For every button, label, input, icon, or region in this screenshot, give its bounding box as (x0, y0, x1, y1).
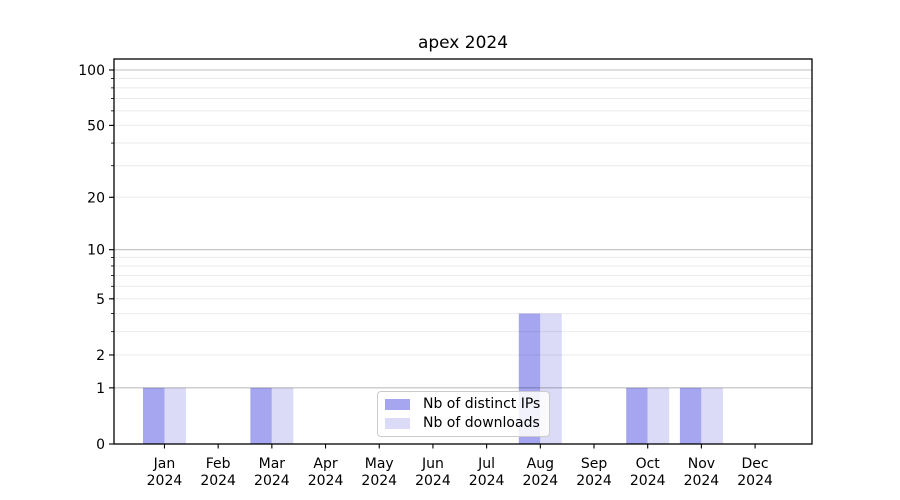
y-tick-label: 10 (87, 243, 105, 259)
x-tick-label-year: 2024 (200, 473, 236, 489)
x-tick-label-month: Jan (153, 456, 176, 472)
y-tick-label: 20 (87, 190, 105, 206)
y-tick-label: 50 (87, 118, 105, 134)
legend-swatch-distinct-ips (385, 399, 410, 410)
x-tick-label-year: 2024 (684, 473, 720, 489)
bar-distinct-ips-nov (679, 387, 702, 444)
x-tick-label-month: Jun (421, 456, 444, 472)
x-tick-label-year: 2024 (737, 473, 773, 489)
bar-downloads-jan (164, 387, 186, 444)
bar-distinct-ips-jan (142, 387, 165, 444)
x-tick-label-year: 2024 (308, 473, 344, 489)
x-tick-label-year: 2024 (361, 473, 397, 489)
legend-item-distinct-ips: Nb of distinct IPs (385, 396, 540, 413)
chart-title: apex 2024 (417, 33, 509, 53)
plot-border (113, 58, 813, 445)
bar-distinct-ips-oct (626, 387, 648, 444)
x-tick-label-month: May (365, 456, 394, 472)
x-tick-label-year: 2024 (147, 473, 183, 489)
x-tick-label-month: Jul (477, 456, 495, 472)
bar-distinct-ips-mar (250, 387, 272, 444)
x-tick-label-year: 2024 (522, 473, 558, 489)
x-tick-label-year: 2024 (576, 473, 612, 489)
x-tick-label-month: Aug (527, 456, 554, 472)
x-tick-label-month: Apr (313, 456, 337, 472)
x-tick-label-year: 2024 (630, 473, 666, 489)
bar-downloads-mar (271, 387, 294, 444)
legend-label-downloads: Nb of downloads (423, 415, 540, 431)
y-tick-label: 2 (96, 348, 105, 364)
x-tick-label-month: Mar (259, 456, 286, 472)
bar-downloads-nov (701, 387, 723, 444)
legend-label-distinct-ips: Nb of distinct IPs (423, 396, 541, 412)
y-tick-label: 5 (96, 292, 105, 308)
y-tick-label: 0 (96, 437, 105, 453)
bar-downloads-oct (647, 387, 670, 444)
legend: Nb of distinct IPs Nb of downloads (377, 391, 551, 437)
x-tick-label-month: Feb (206, 456, 231, 472)
x-tick-label-year: 2024 (415, 473, 451, 489)
legend-item-downloads: Nb of downloads (385, 415, 540, 432)
y-tick-label: 100 (78, 63, 105, 79)
x-tick-label-year: 2024 (254, 473, 290, 489)
y-tick-label: 1 (96, 381, 105, 397)
x-tick-label-month: Sep (581, 456, 608, 472)
x-tick-label-month: Oct (636, 456, 661, 472)
x-tick-label-year: 2024 (469, 473, 505, 489)
x-tick-label-month: Dec (742, 456, 769, 472)
legend-swatch-downloads (385, 418, 410, 429)
x-tick-label-month: Nov (688, 456, 715, 472)
